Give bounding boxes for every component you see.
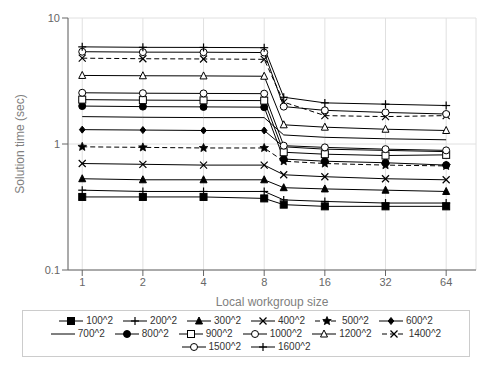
svg-text:0.1: 0.1 [45,264,60,276]
html-text:400^2: 400^2 [278,315,305,326]
svg-text:Local workgroup size: Local workgroup size [216,295,329,309]
svg-text:8: 8 [261,276,267,288]
html-text:100^2: 100^2 [86,315,114,326]
html-text:900^2: 900^2 [205,328,233,339]
svg-text:4: 4 [200,276,206,288]
svg-text:10: 10 [48,12,60,24]
html-text:1400^2: 1400^2 [408,328,442,339]
svg-text:Solution time (sec): Solution time (sec) [13,94,27,193]
svg-text:1: 1 [54,138,60,150]
html-text:700^2: 700^2 [77,328,105,339]
svg-text:32: 32 [379,276,391,288]
html-text:500^2: 500^2 [342,315,369,326]
html-text:1000^2: 1000^2 [269,328,303,339]
html-text:800^2: 800^2 [141,328,169,339]
html-text:1200^2: 1200^2 [339,328,372,339]
html-text:1600^2: 1600^2 [278,341,311,352]
html-text:200^2: 200^2 [150,315,177,326]
svg-text:64: 64 [440,276,452,288]
svg-text:1: 1 [79,276,85,288]
html-text:1500^2: 1500^2 [208,341,241,352]
svg-text:16: 16 [319,276,331,288]
html-text:300^2: 300^2 [214,315,241,326]
html-text:600^2: 600^2 [405,315,433,326]
svg-text:2: 2 [140,276,146,288]
